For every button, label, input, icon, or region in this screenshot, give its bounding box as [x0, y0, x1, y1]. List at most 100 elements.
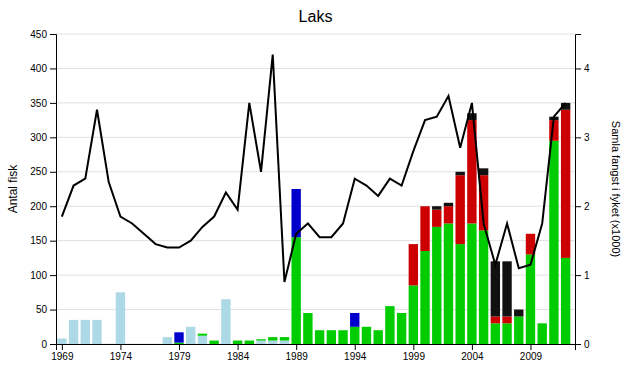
bar: [256, 339, 265, 340]
bar: [81, 319, 90, 320]
bar: [444, 203, 453, 206]
tick: 1979: [168, 344, 191, 362]
bar: [92, 319, 101, 320]
bar: [163, 337, 172, 344]
tick-mark: [50, 344, 56, 345]
tick-mark: [413, 344, 414, 350]
bar: [139, 344, 148, 345]
bar: [502, 323, 511, 344]
tick: 100: [30, 270, 56, 281]
tick: 300: [30, 132, 56, 143]
bar: [104, 344, 113, 345]
bar: [315, 330, 324, 331]
bar: [116, 292, 125, 293]
bar: [362, 326, 371, 327]
bar: [467, 223, 476, 344]
bar: [373, 330, 382, 344]
bar: [502, 316, 511, 323]
bar: [291, 237, 300, 344]
tick: 1984: [227, 344, 250, 362]
bar: [350, 313, 359, 327]
bar: [409, 244, 418, 245]
bar: [315, 330, 324, 331]
bar: [174, 343, 183, 344]
tick: 1999: [403, 344, 426, 362]
chart: 1969197419791984198919941999200420090501…: [0, 0, 629, 372]
tick-mark: [238, 344, 239, 350]
bar: [538, 323, 547, 324]
tick: 1: [575, 270, 590, 281]
tick: 0: [41, 339, 56, 350]
bar: [256, 339, 265, 340]
bar: [104, 344, 113, 345]
bar: [291, 189, 300, 190]
bar: [245, 340, 254, 341]
bar: [139, 344, 148, 345]
bar: [268, 337, 277, 338]
tick-mark: [530, 344, 531, 350]
bar: [104, 344, 113, 345]
bar: [303, 313, 312, 314]
bar: [456, 172, 465, 175]
bar: [221, 299, 230, 300]
bar: [57, 338, 66, 339]
tick-label: 0: [584, 339, 590, 350]
tick-label: 400: [30, 63, 47, 74]
bar: [151, 344, 160, 345]
tick-label: 0: [41, 339, 47, 350]
tick: 200: [30, 201, 56, 212]
grid-line: [56, 171, 575, 172]
bar: [186, 326, 195, 327]
bar: [163, 337, 172, 338]
line: [62, 55, 566, 282]
bar: [186, 326, 195, 327]
bar: [127, 344, 136, 345]
bar: [420, 206, 429, 207]
bar: [373, 330, 382, 331]
bar: [209, 340, 218, 341]
tick-label: 4: [584, 63, 590, 74]
tick-label: 250: [30, 166, 47, 177]
grid-line: [56, 137, 575, 138]
tick-mark: [179, 344, 180, 350]
bar: [373, 330, 382, 331]
bar: [127, 344, 136, 345]
bar: [163, 337, 172, 338]
bar-series: [174, 141, 570, 344]
bar: [92, 319, 101, 320]
bar: [69, 319, 78, 320]
bar: [233, 340, 242, 341]
bar: [81, 319, 90, 320]
bar: [186, 326, 195, 327]
bar: [69, 319, 78, 320]
y-axis-label: Antal fisk: [6, 164, 20, 214]
bar: [491, 316, 500, 323]
tick: 450: [30, 29, 56, 40]
axis-line: [50, 35, 57, 345]
bar: [57, 338, 66, 344]
bar: [456, 244, 465, 344]
bar: [338, 330, 347, 344]
bar: [233, 341, 242, 344]
bar: [280, 337, 289, 338]
bar: [198, 333, 207, 334]
bar: [373, 330, 382, 331]
bar: [291, 189, 300, 190]
bar: [163, 337, 172, 338]
bar: [186, 327, 195, 344]
bar: [502, 261, 511, 316]
bar: [221, 299, 230, 344]
bar: [69, 319, 78, 320]
bar: [327, 330, 336, 344]
bar: [92, 319, 101, 320]
bar: [92, 320, 101, 344]
tick-mark: [50, 275, 56, 276]
bar: [327, 330, 336, 331]
tick-mark: [50, 103, 56, 104]
bar: [104, 344, 113, 345]
tick-label: 1979: [168, 351, 191, 362]
plot-area: [57, 55, 570, 344]
bar: [303, 313, 312, 314]
bar: [268, 337, 277, 338]
tick-label: 200: [30, 201, 47, 212]
